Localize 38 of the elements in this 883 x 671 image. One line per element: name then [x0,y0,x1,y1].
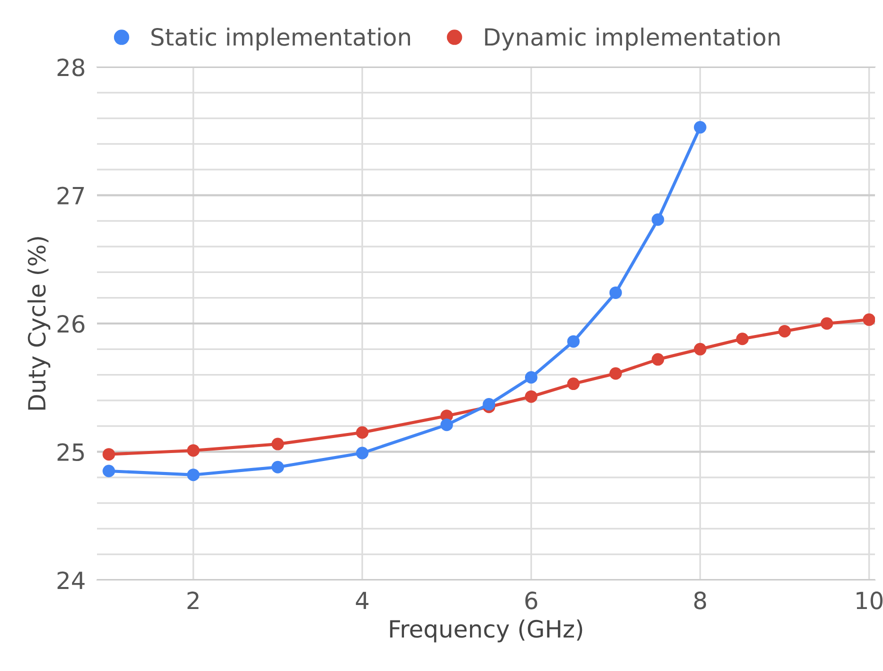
y-tick-label: 27 [58,186,84,204]
point [736,332,749,346]
point [482,398,496,411]
legend-label: Dynamic implementation [485,28,780,50]
point [272,460,284,474]
point [609,367,622,380]
x-tick-label: 2 [188,592,198,610]
point [609,286,622,299]
y-tick-label: 24 [58,571,85,589]
x-tick-label: 4 [356,592,368,610]
point [652,213,664,226]
point [356,426,368,439]
point [102,464,116,478]
point [820,317,834,330]
point [567,335,580,348]
point [440,418,453,432]
point [187,444,200,457]
point [524,371,538,384]
point [567,378,580,390]
point [272,438,284,450]
legend-label: Static implementation [151,28,410,50]
point [694,342,706,356]
point [778,324,791,338]
point [694,121,706,134]
point [862,313,875,326]
point [524,390,538,403]
point [356,446,368,460]
y-axis-title: Duty Cycle (%) [27,237,50,410]
point [102,448,116,461]
y-tick-label: 26 [58,314,84,333]
point [652,353,664,366]
x-tick-label: 6 [525,592,538,610]
x-tick-label: 10 [856,592,883,610]
y-tick-label: 28 [58,58,84,76]
x-axis-title: Frequency (GHz) [390,620,582,642]
y-tick-label: 25 [58,443,84,462]
point [187,468,200,482]
x-tick-label: 8 [694,592,706,610]
